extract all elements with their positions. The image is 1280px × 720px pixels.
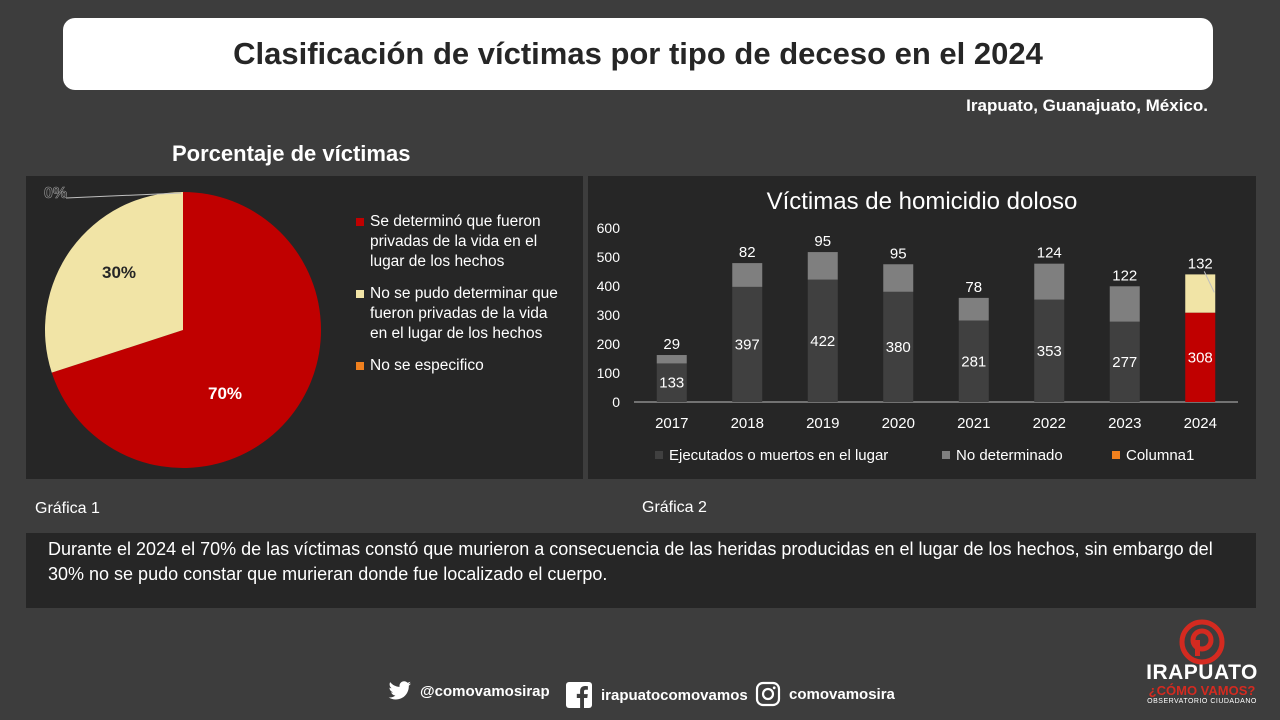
- bar-value-label-ejecutados: 422: [810, 333, 835, 350]
- pie-legend-item: Se determinó que fueron privadas de la v…: [356, 212, 566, 272]
- logo-subtitle: OBSERVATORIO CIUDADANO: [1147, 698, 1257, 705]
- organization-logo: IRAPUATO ¿CÓMO VAMOS? OBSERVATORIO CIUDA…: [1138, 618, 1266, 718]
- bar-value-label-ejecutados: 277: [1112, 354, 1137, 371]
- bar-legend-label: No determinado: [956, 447, 1063, 464]
- x-tick-label: 2022: [1033, 415, 1066, 432]
- bar-segment-no-determinado: [1109, 286, 1140, 322]
- bar-leader-line: [1203, 271, 1215, 293]
- instagram-handle[interactable]: comovamosira: [755, 681, 895, 707]
- bar-segment-no-determinado: [807, 252, 838, 280]
- pie-legend-label: No se especifico: [370, 357, 484, 374]
- y-tick-label: 500: [597, 249, 621, 265]
- y-tick-label: 0: [612, 394, 620, 410]
- bar-caption: Gráfica 2: [642, 499, 707, 516]
- bar-value-label-no-determinado: 132: [1188, 255, 1213, 272]
- summary-note: Durante el 2024 el 70% de las víctimas c…: [26, 533, 1256, 608]
- bar-value-label-no-determinado: 78: [965, 279, 982, 296]
- bar-segment-no-determinado: [1034, 263, 1065, 300]
- bar-chart: Víctimas de homicidio doloso 0 100 200 300 40…: [597, 188, 1238, 464]
- bar-value-label-no-determinado: 95: [890, 245, 907, 262]
- y-tick-label: 100: [597, 365, 621, 381]
- x-tick-label: 2019: [806, 415, 839, 432]
- bar-legend-swatch: [655, 451, 663, 459]
- bar-value-label-ejecutados: 380: [886, 339, 911, 356]
- pie-legend-label: No se pudo determinar que fueron privada…: [370, 285, 558, 342]
- bar-segment-ejecutados: [1034, 299, 1065, 402]
- pie-legend-swatch: [356, 362, 364, 370]
- logo-tagline: ¿CÓMO VAMOS?: [1148, 683, 1256, 698]
- bar-legend-swatch: [1112, 451, 1120, 459]
- summary-text: Durante el 2024 el 70% de las víctimas c…: [48, 539, 1213, 584]
- pie-legend-swatch: [356, 290, 364, 298]
- bar-value-label-no-determinado: 122: [1112, 267, 1137, 284]
- bar-chart-panel: Víctimas de homicidio doloso 0 100 200 300 40…: [588, 176, 1256, 479]
- bar-value-label-ejecutados: 308: [1188, 349, 1213, 366]
- pie-caption: Gráfica 1: [35, 500, 100, 517]
- bar-segment-ejecutados: [656, 363, 687, 402]
- pie-chart: 70% 30% 0%: [44, 185, 321, 468]
- x-tick-label: 2024: [1184, 415, 1217, 432]
- y-tick-label: 300: [597, 307, 621, 323]
- y-tick-label: 400: [597, 278, 621, 294]
- x-tick-label: 2018: [731, 415, 764, 432]
- bar-segment-no-determinado: [732, 263, 763, 287]
- pie-legend-label: Se determinó que fueron privadas de la v…: [370, 213, 541, 270]
- logo-mark-icon: [1179, 619, 1225, 665]
- title-banner: Clasificación de víctimas por tipo de de…: [63, 18, 1213, 90]
- bar-value-label-ejecutados: 353: [1037, 343, 1062, 360]
- bar-value-label-no-determinado: 95: [814, 233, 831, 250]
- y-tick-label: 200: [597, 336, 621, 352]
- bar-legend-label: Ejecutados o muertos en el lugar: [669, 447, 888, 464]
- bar-legend-swatch: [942, 451, 950, 459]
- x-tick-label: 2023: [1108, 415, 1141, 432]
- instagram-handle-text: comovamosira: [789, 685, 895, 703]
- bar-segment-no-determinado: [883, 264, 914, 292]
- pie-leader-line: [65, 192, 182, 199]
- bar-segment-ejecutados: [1185, 312, 1216, 402]
- pie-slice-undetermined: [44, 192, 184, 373]
- location-label: Irapuato, Guanajuato, México.: [966, 96, 1208, 115]
- bar-segment-no-determinado: [656, 355, 687, 364]
- pie-label-30: 30%: [102, 263, 136, 282]
- pie-chart-heading: Porcentaje de víctimas: [172, 141, 411, 166]
- x-tick-label: 2020: [882, 415, 915, 432]
- page-title: Clasificación de víctimas por tipo de de…: [233, 36, 1043, 71]
- bar-chart-title: Víctimas de homicidio doloso: [767, 188, 1078, 215]
- bar-value-label-ejecutados: 133: [659, 375, 684, 392]
- facebook-handle-text: irapuatocomovamos: [601, 686, 748, 704]
- bar-segment-ejecutados: [732, 286, 763, 402]
- bar-value-label-ejecutados: 397: [735, 336, 760, 353]
- pie-label-0: 0%: [44, 185, 67, 202]
- pie-label-70: 70%: [208, 384, 242, 403]
- bar-value-label-no-determinado: 82: [739, 244, 756, 261]
- bar-value-label-no-determinado: 124: [1037, 245, 1062, 262]
- y-tick-label: 600: [597, 220, 621, 236]
- instagram-icon: [755, 681, 781, 707]
- pie-legend-item: No se especifico: [356, 356, 566, 376]
- twitter-handle[interactable]: @comovamosirap: [388, 681, 550, 701]
- bar-segment-ejecutados: [807, 279, 838, 402]
- bar-value-label-ejecutados: 281: [961, 353, 986, 370]
- pie-legend-item: No se pudo determinar que fueron privada…: [356, 284, 566, 344]
- x-tick-label: 2021: [957, 415, 990, 432]
- bar-segment-ejecutados: [958, 320, 989, 402]
- pie-chart-panel: 70% 30% 0% Se determinó que fueron privada…: [26, 176, 583, 479]
- pie-slice-determined: [51, 192, 321, 468]
- facebook-icon: [565, 681, 593, 709]
- bar-segment-no-determinado: [1185, 274, 1216, 313]
- twitter-icon: [388, 681, 412, 701]
- bar-value-label-no-determinado: 29: [663, 336, 680, 353]
- bar-legend-label: Columna1: [1126, 447, 1194, 464]
- facebook-handle[interactable]: irapuatocomovamos: [565, 681, 748, 709]
- pie-legend-swatch: [356, 218, 364, 226]
- x-tick-label: 2017: [655, 415, 688, 432]
- twitter-handle-text: @comovamosirap: [420, 682, 550, 700]
- pie-legend: Se determinó que fueron privadas de la v…: [356, 212, 566, 388]
- logo-name: IRAPUATO: [1146, 661, 1258, 684]
- bar-segment-ejecutados: [883, 291, 914, 402]
- bar-segment-no-determinado: [958, 297, 989, 321]
- bar-segment-ejecutados: [1109, 321, 1140, 402]
